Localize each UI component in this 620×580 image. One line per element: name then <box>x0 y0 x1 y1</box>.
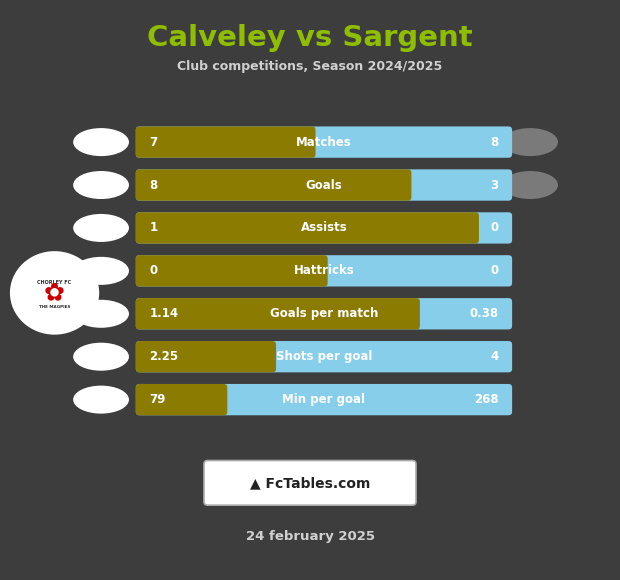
FancyBboxPatch shape <box>136 384 512 415</box>
Text: THE MAGPIES: THE MAGPIES <box>39 305 70 309</box>
Ellipse shape <box>73 214 129 242</box>
FancyBboxPatch shape <box>136 255 327 287</box>
Text: 8: 8 <box>149 179 157 191</box>
Ellipse shape <box>73 300 129 328</box>
Text: 8: 8 <box>490 136 498 148</box>
FancyBboxPatch shape <box>136 126 316 158</box>
Ellipse shape <box>73 386 129 414</box>
Text: 0: 0 <box>490 222 498 234</box>
Text: 4: 4 <box>490 350 498 363</box>
Text: Club competitions, Season 2024/2025: Club competitions, Season 2024/2025 <box>177 60 443 73</box>
Text: ✿: ✿ <box>44 281 65 305</box>
Circle shape <box>10 251 99 335</box>
Text: Assists: Assists <box>301 222 347 234</box>
Text: 268: 268 <box>474 393 498 406</box>
Ellipse shape <box>502 128 558 156</box>
Ellipse shape <box>502 171 558 199</box>
Text: 1.14: 1.14 <box>149 307 179 320</box>
Text: Hattricks: Hattricks <box>294 264 354 277</box>
FancyBboxPatch shape <box>136 169 412 201</box>
FancyBboxPatch shape <box>136 298 512 329</box>
Text: 7: 7 <box>149 136 157 148</box>
Text: 0.38: 0.38 <box>469 307 498 320</box>
Text: 24 february 2025: 24 february 2025 <box>246 530 374 543</box>
FancyBboxPatch shape <box>136 341 276 372</box>
Text: 0: 0 <box>149 264 157 277</box>
Text: Calveley vs Sargent: Calveley vs Sargent <box>147 24 473 52</box>
Text: 79: 79 <box>149 393 166 406</box>
Ellipse shape <box>73 257 129 285</box>
Text: 1: 1 <box>149 222 157 234</box>
FancyBboxPatch shape <box>136 169 512 201</box>
Text: CHORLEY FC: CHORLEY FC <box>37 280 72 285</box>
Text: 0: 0 <box>490 264 498 277</box>
Text: Goals per match: Goals per match <box>270 307 378 320</box>
FancyBboxPatch shape <box>136 212 512 244</box>
FancyBboxPatch shape <box>136 212 479 244</box>
FancyBboxPatch shape <box>204 461 416 505</box>
Text: 2.25: 2.25 <box>149 350 179 363</box>
Text: Goals: Goals <box>306 179 342 191</box>
Ellipse shape <box>73 343 129 371</box>
Text: ▲ FcTables.com: ▲ FcTables.com <box>250 476 370 490</box>
FancyBboxPatch shape <box>136 255 512 287</box>
Text: 3: 3 <box>490 179 498 191</box>
Text: Shots per goal: Shots per goal <box>276 350 372 363</box>
FancyBboxPatch shape <box>136 126 512 158</box>
FancyBboxPatch shape <box>136 384 228 415</box>
Ellipse shape <box>73 128 129 156</box>
Text: Matches: Matches <box>296 136 352 148</box>
FancyBboxPatch shape <box>136 298 420 329</box>
FancyBboxPatch shape <box>136 341 512 372</box>
Text: Min per goal: Min per goal <box>283 393 365 406</box>
Ellipse shape <box>73 171 129 199</box>
